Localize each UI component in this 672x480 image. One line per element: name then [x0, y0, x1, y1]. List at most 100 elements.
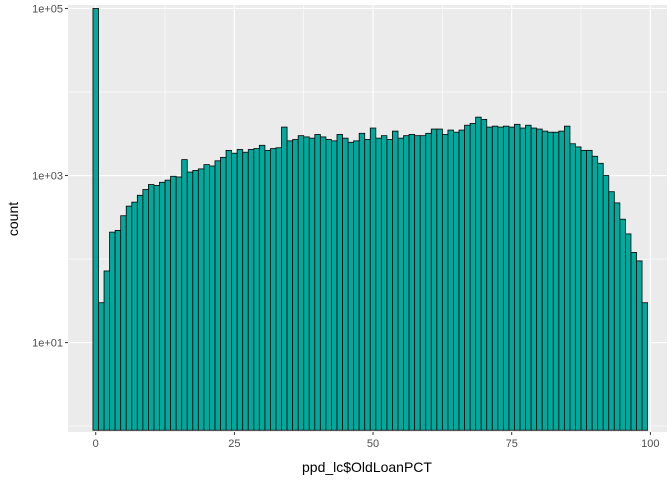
histogram-bar — [430, 128, 438, 431]
histogram-bar — [475, 116, 482, 431]
histogram-bar — [569, 143, 576, 431]
histogram-bar — [602, 175, 610, 431]
x-axis-title: ppd_lc$OldLoanPCT — [302, 459, 432, 475]
histogram-bar — [414, 135, 421, 431]
histogram-bar — [447, 129, 454, 431]
histogram-bar — [608, 191, 615, 431]
histogram-bar — [186, 171, 194, 431]
histogram-bar — [336, 134, 343, 431]
histogram-bar — [331, 140, 338, 431]
histogram-bar — [525, 124, 532, 431]
histogram-bar — [114, 230, 122, 431]
histogram-bar — [303, 136, 310, 431]
histogram-bar — [308, 137, 316, 431]
histogram-bar — [358, 132, 366, 431]
y-tick-label: 1e+01 — [32, 338, 63, 350]
histogram-bar — [314, 134, 321, 431]
histogram-bar — [575, 146, 582, 431]
histogram-bar — [563, 125, 571, 431]
histogram-bar — [630, 252, 637, 431]
histogram-bar — [142, 189, 149, 431]
histogram-bar — [236, 149, 244, 431]
histogram-bar — [613, 202, 621, 431]
histogram-bar — [486, 126, 493, 431]
histogram-bar — [491, 125, 499, 431]
histogram-bar — [209, 165, 216, 431]
histogram-bar — [148, 184, 155, 431]
histogram-bar — [192, 170, 199, 431]
histogram-bar — [292, 139, 299, 431]
histogram-bar — [120, 215, 127, 431]
histogram-bar — [264, 149, 271, 431]
histogram-bar — [103, 270, 110, 431]
histogram-bar — [552, 131, 560, 431]
histogram-bar — [502, 125, 510, 431]
histogram-bar — [281, 126, 288, 431]
histogram-bar — [625, 233, 632, 431]
histogram-bar — [392, 130, 399, 431]
histogram-bar — [636, 260, 643, 431]
histogram-bar — [558, 130, 565, 431]
histogram-bar — [547, 131, 554, 431]
histogram-bar — [397, 137, 404, 431]
histogram-bar — [153, 185, 160, 431]
histogram-bar — [270, 148, 277, 431]
histogram-bar — [319, 136, 327, 431]
histogram-bar — [342, 137, 349, 431]
histogram-bar — [541, 130, 549, 431]
y-axis-title: count — [5, 202, 21, 236]
histogram-bar — [125, 205, 133, 431]
histogram-bar — [247, 149, 255, 431]
x-tick-label: 100 — [641, 438, 659, 450]
histogram-bar — [519, 127, 526, 431]
histogram-bar — [369, 127, 377, 431]
histogram-bar — [480, 118, 488, 431]
histogram-bar — [619, 218, 626, 431]
histogram-bar — [297, 135, 305, 431]
histogram-bar — [203, 164, 210, 431]
histogram-bar — [364, 139, 371, 431]
histogram-bar — [536, 128, 543, 431]
histogram-bar — [453, 131, 460, 431]
y-tick-label: 1e+05 — [32, 3, 63, 15]
histogram-bar — [220, 156, 227, 431]
histogram-bar — [175, 176, 183, 431]
y-axis: 1e+01 1e+03 1e+05 — [32, 3, 68, 350]
histogram-bar — [275, 147, 282, 431]
histogram-bar — [586, 149, 593, 431]
histogram-bar — [109, 231, 116, 431]
histogram-bar — [242, 151, 249, 431]
histogram-bar — [347, 141, 355, 431]
histogram-bar — [231, 152, 238, 431]
histogram-bar — [131, 201, 138, 431]
histogram-bar — [253, 148, 260, 431]
histogram-bar — [497, 126, 504, 431]
histogram-bar — [530, 127, 538, 431]
histogram-bar — [380, 135, 388, 431]
histogram-bar — [386, 139, 393, 431]
x-tick-label: 50 — [367, 438, 379, 450]
histogram-bar — [514, 123, 521, 431]
histogram-bars — [92, 8, 648, 431]
histogram-bar — [425, 132, 432, 431]
histogram-bar — [214, 160, 221, 431]
histogram-bar — [286, 140, 294, 431]
histogram-bar — [258, 144, 266, 431]
histogram-bar — [458, 129, 465, 431]
histogram-bar — [464, 124, 471, 431]
histogram-bar — [597, 162, 604, 431]
histogram-bar — [469, 123, 477, 431]
histogram-bar — [580, 149, 587, 431]
histogram-bar — [403, 135, 410, 431]
histogram-bar — [408, 134, 416, 431]
histogram-bar — [164, 179, 172, 431]
histogram-bar — [419, 135, 427, 431]
histogram-bar — [325, 139, 332, 431]
histogram-bar — [92, 8, 99, 431]
histogram-bar — [436, 128, 443, 431]
histogram-bar — [441, 134, 449, 431]
histogram-bar — [353, 140, 360, 431]
histogram-bar — [225, 149, 233, 431]
histogram-bar — [170, 175, 177, 431]
